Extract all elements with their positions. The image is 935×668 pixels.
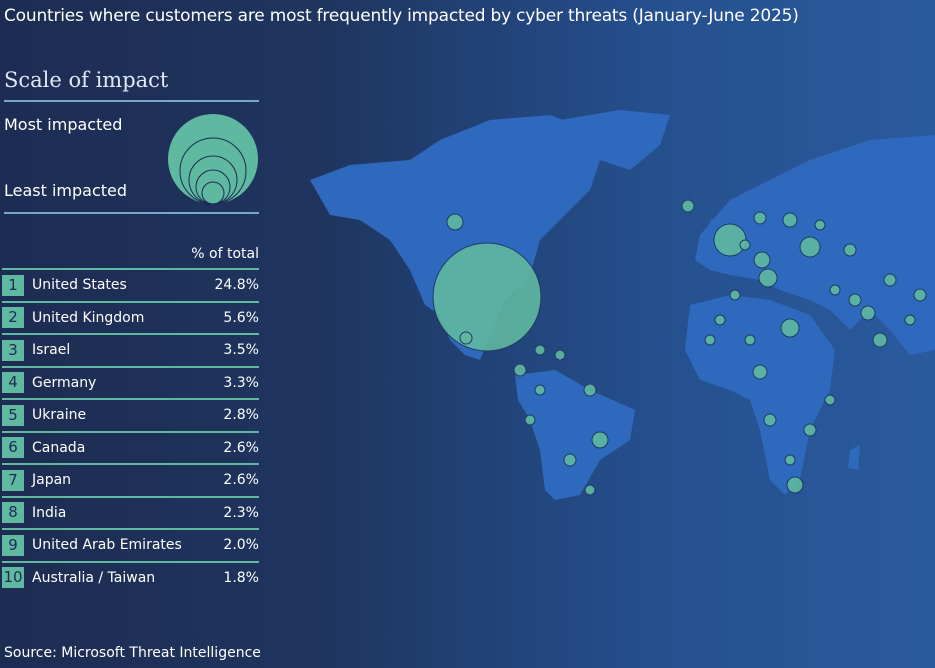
impact-bubble: [729, 289, 741, 301]
impact-bubble: [814, 219, 826, 231]
impact-bubble: [513, 363, 527, 377]
impact-bubble: [744, 334, 756, 346]
impact-bubble: [432, 242, 542, 352]
impact-bubble: [784, 454, 796, 466]
impact-bubble: [739, 239, 751, 251]
impact-bubble: [714, 314, 726, 326]
impact-bubble: [872, 332, 888, 348]
country-name: United Kingdom: [32, 309, 145, 326]
impact-bubble: [843, 243, 857, 257]
rank-badge: 10: [2, 567, 24, 589]
percent-value: 2.8%: [223, 407, 259, 424]
impact-bubble: [681, 199, 695, 213]
impact-bubble: [584, 484, 596, 496]
table-row: 1 United States 24.8%: [2, 268, 259, 301]
impact-bubble: [591, 431, 609, 449]
impact-bubble: [459, 331, 473, 345]
impact-bubble: [524, 414, 536, 426]
africa: [685, 295, 835, 495]
impact-bubble: [780, 318, 800, 338]
rank-badge: 3: [2, 339, 24, 361]
percent-value: 2.6%: [223, 439, 259, 456]
rank-badge: 6: [2, 437, 24, 459]
table-row: 10 Australia / Taiwan 1.8%: [2, 560, 259, 594]
rank-badge: 5: [2, 404, 24, 426]
madagascar: [848, 445, 860, 470]
impact-bubble: [534, 344, 546, 356]
rank-badge: 1: [2, 274, 24, 296]
percent-value: 3.5%: [223, 342, 259, 359]
impact-bubble: [704, 334, 716, 346]
percent-value: 1.8%: [223, 569, 259, 586]
world-map: [310, 110, 935, 500]
impact-bubble: [803, 423, 817, 437]
rank-badge: 9: [2, 534, 24, 556]
percent-value: 2.0%: [223, 537, 259, 554]
impact-bubble: [904, 314, 916, 326]
impact-bubble: [913, 288, 927, 302]
impact-bubble: [752, 364, 768, 380]
table-row: 2 United Kingdom 5.6%: [2, 300, 259, 334]
greenland: [560, 110, 670, 170]
source-note: Source: Microsoft Threat Intelligence: [4, 645, 261, 661]
impact-bubble: [554, 349, 566, 361]
table-row: 9 United Arab Emirates 2.0%: [2, 528, 259, 561]
country-name: Japan: [32, 472, 72, 489]
impact-bubble: [446, 213, 464, 231]
rank-badge: 4: [2, 372, 24, 394]
impact-bubble: [860, 305, 876, 321]
rank-badge: 2: [2, 307, 24, 329]
column-header: % of total: [191, 246, 259, 262]
country-name: United Arab Emirates: [32, 537, 182, 554]
percent-value: 3.3%: [223, 374, 259, 391]
impact-bubble: [763, 413, 777, 427]
legend-bubbles-icon: [168, 114, 258, 205]
land-masses: [310, 110, 935, 500]
table-row: 6 Canada 2.6%: [2, 430, 259, 464]
impact-bubble: [829, 284, 841, 296]
impact-bubble: [782, 212, 798, 228]
divider: [4, 212, 259, 214]
impact-bubble: [848, 293, 862, 307]
legend-least-label: Least impacted: [4, 181, 128, 200]
rank-badge: 8: [2, 502, 24, 524]
south-america: [515, 370, 635, 500]
impact-bubble: [753, 251, 771, 269]
impact-bubbles: [432, 199, 927, 496]
legend-most-label: Most impacted: [4, 115, 123, 134]
impact-bubble: [583, 383, 597, 397]
table-row: 8 India 2.3%: [2, 495, 259, 529]
impact-bubble: [713, 223, 747, 257]
impact-bubble: [758, 268, 778, 288]
page-title: Countries where customers are most frequ…: [4, 6, 799, 26]
country-name: Ukraine: [32, 407, 87, 424]
impact-bubble: [824, 394, 836, 406]
impact-bubble: [786, 476, 804, 494]
country-name: United States: [32, 277, 127, 294]
percent-value: 5.6%: [223, 309, 259, 326]
impact-bubble: [799, 236, 821, 258]
legend-heading: Scale of impact: [4, 68, 169, 92]
north-america: [310, 115, 600, 360]
table-row: 7 Japan 2.6%: [2, 463, 259, 496]
country-name: Germany: [32, 374, 97, 391]
impact-bubble: [563, 453, 577, 467]
country-name: Canada: [32, 439, 86, 456]
table-row: 4 Germany 3.3%: [2, 365, 259, 399]
table-row: 5 Ukraine 2.8%: [2, 398, 259, 431]
table-row: 3 Israel 3.5%: [2, 333, 259, 366]
ranking-table: 1 United States 24.8% 2 United Kingdom 5…: [2, 268, 259, 593]
country-name: India: [32, 504, 67, 521]
impact-bubble: [753, 211, 767, 225]
country-name: Israel: [32, 342, 71, 359]
rank-badge: 7: [2, 469, 24, 491]
country-name: Australia / Taiwan: [32, 569, 156, 586]
impact-bubble: [883, 273, 897, 287]
divider: [4, 100, 259, 102]
percent-value: 2.3%: [223, 504, 259, 521]
impact-bubble: [534, 384, 546, 396]
percent-value: 24.8%: [214, 277, 259, 294]
percent-value: 2.6%: [223, 472, 259, 489]
